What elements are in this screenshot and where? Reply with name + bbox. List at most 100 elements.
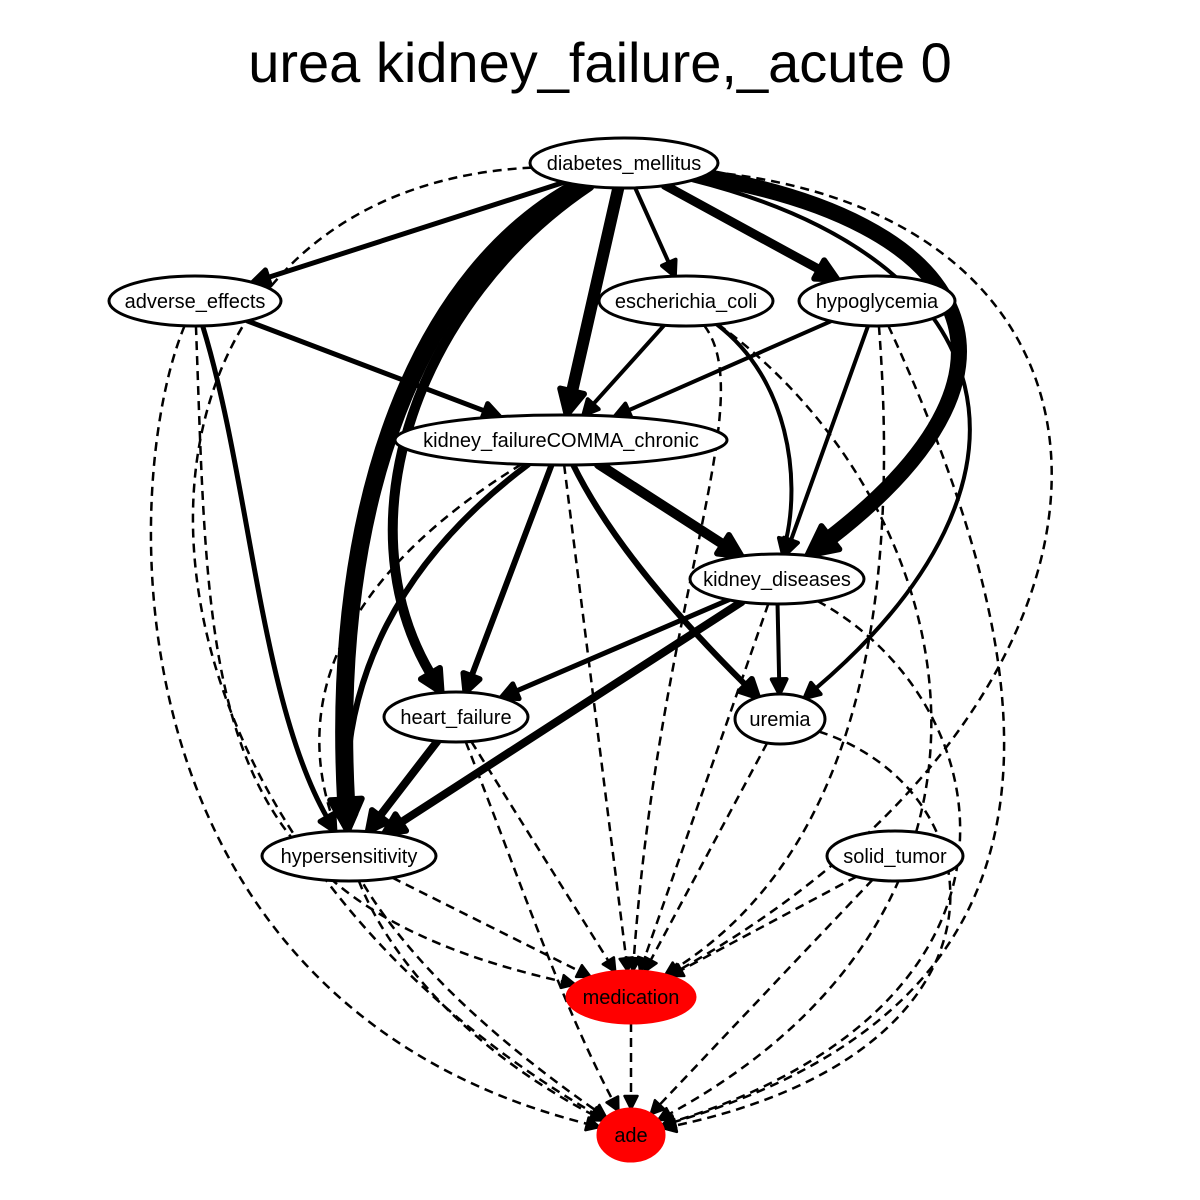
node-kidney-failure-chronic[interactable]: kidney_failureCOMMA_chronic [393,413,729,467]
edge-solid-tumor-to-ade-arrowhead [649,1098,666,1116]
edge-kidney-failure-chronic-to-kidney-diseases-line [593,459,729,550]
edge-escherichia-coli-to-ade-line [668,323,933,1116]
edge-kidney-failure-chronic-to-medication [562,464,634,973]
edge-hypoglycemia-to-kidney-diseases-arrowhead [781,535,800,557]
node-uremia[interactable]: uremia [733,692,827,746]
node-kidney-diseases-label: kidney_diseases [703,569,851,591]
node-hypoglycemia[interactable]: hypoglycemia [797,274,957,328]
edge-solid-tumor-to-ade-line [658,878,874,1106]
edge-solid-tumor-to-medication-arrowhead [668,963,686,978]
edge-escherichia-coli-to-medication-line [632,324,723,959]
edge-kidney-failure-chronic-to-uremia-line [570,461,749,689]
edge-diabetes-mellitus-to-hypersensitivity-line [335,176,591,809]
edge-kidney-failure-chronic-to-kidney-diseases-arrowhead [714,532,745,560]
node-medication[interactable]: medication [565,969,697,1025]
edge-diabetes-mellitus-to-uremia-line [690,178,972,691]
node-adverse-effects-ellipse [107,274,283,328]
edge-kidney-failure-chronic-to-uremia-arrowhead [736,675,761,701]
node-ade-ellipse [596,1107,666,1163]
edge-adverse-effects-to-kidney-failure-chronic [244,318,503,422]
edge-diabetes-mellitus-to-ade-line [191,166,594,1114]
edge-kidney-failure-chronic-to-heart-failure-line [468,461,555,680]
edge-hypoglycemia-to-medication-line [675,325,886,970]
edge-uremia-to-ade [661,730,952,1134]
node-hypersensitivity-label: hypersensitivity [281,846,418,868]
node-medication-label: medication [583,987,680,1009]
edge-heart-failure-to-medication [470,740,617,974]
node-diabetes-mellitus-label: diabetes_mellitus [547,153,702,175]
edge-kidney-diseases-to-heart-failure [498,597,732,702]
edge-kidney-failure-chronic-to-medication-arrowhead [618,956,634,973]
edge-hypoglycemia-to-ade-line [673,325,1006,1124]
edge-hypersensitivity-to-medication-arrowhead [574,963,592,979]
edge-adverse-effects-to-medication [194,325,577,990]
edge-hypersensitivity-to-ade-line [357,880,593,1116]
edge-kidney-failure-chronic-to-heart-failure-arrowhead [460,670,483,696]
edge-adverse-effects-to-kidney-failure-chronic-line [244,318,488,414]
edge-hypoglycemia-to-kidney-diseases [781,323,871,557]
edge-uremia-to-medication-arrowhead [643,955,658,973]
node-uremia-ellipse [733,692,827,746]
edge-kidney-failure-chronic-to-uremia [570,461,761,701]
edge-kidney-failure-chronic-to-heart-failure [460,461,555,696]
edge-heart-failure-to-hypersensitivity [364,737,442,835]
node-heart-failure[interactable]: heart_failure [382,690,530,744]
edge-diabetes-mellitus-to-kidney-failure-chronic-arrowhead [557,385,587,419]
edge-solid-tumor-to-medication-line [680,875,858,972]
node-ade[interactable]: ade [596,1107,666,1163]
node-solid-tumor-ellipse [825,829,965,883]
edge-adverse-effects-to-medication-line [194,325,563,983]
edge-hypoglycemia-to-kidney-failure-chronic [612,319,834,420]
node-escherichia-coli-ellipse [597,274,775,328]
edge-escherichia-coli-to-kidney-failure-chronic [581,323,667,418]
node-hypersensitivity[interactable]: hypersensitivity [260,829,438,883]
node-heart-failure-ellipse [382,690,530,744]
edge-diabetes-mellitus-to-kidney-failure-chronic-line [566,181,625,398]
edge-escherichia-coli-to-kidney-failure-chronic-arrowhead [581,397,601,418]
node-kidney-failure-chronic-label: kidney_failureCOMMA_chronic [423,430,699,452]
node-escherichia-coli-label: escherichia_coli [615,291,757,313]
edge-heart-failure-to-ade [464,741,620,1113]
edge-adverse-effects-to-hypersensitivity-line [200,323,330,820]
edge-diabetes-mellitus-to-uremia [690,178,972,701]
edge-diabetes-mellitus-to-hypoglycemia-arrowhead [811,257,841,283]
node-hypersensitivity-ellipse [260,829,438,883]
node-diabetes-mellitus[interactable]: diabetes_mellitus [528,136,720,190]
edge-kidney-diseases-to-uremia-arrowhead [769,677,789,697]
edge-kidney-diseases-to-heart-failure-arrowhead [498,681,522,702]
edge-kidney-failure-chronic-to-hypersensitivity-arrowhead [335,810,359,835]
graph-title: urea kidney_failure,_acute 0 [248,31,952,94]
edge-diabetes-mellitus-to-kidney-failure-chronic [557,181,625,419]
node-kidney-failure-chronic-ellipse [393,413,729,467]
edge-kidney-diseases-to-heart-failure-line [513,597,732,694]
edge-escherichia-coli-to-kidney-diseases-line [714,322,794,542]
edge-kidney-diseases-to-uremia [769,602,789,697]
edge-hypoglycemia-to-kidney-failure-chronic-line [626,319,834,413]
node-heart-failure-label: heart_failure [400,707,511,729]
edge-uremia-to-ade-arrowhead [661,1117,679,1134]
node-uremia-label: uremia [749,709,811,731]
edge-uremia-to-medication [643,742,769,973]
edge-hypersensitivity-to-medication-line [391,876,580,973]
edge-kidney-failure-chronic-to-kidney-diseases [593,459,745,560]
nodes-layer: diabetes_mellitus adverse_effects escheric… [107,136,965,1163]
node-kidney-diseases[interactable]: kidney_diseases [688,552,866,606]
edge-kidney-diseases-to-uremia-line [775,602,782,682]
edge-diabetes-mellitus-to-escherichia-coli [633,185,678,279]
edge-diabetes-mellitus-to-heart-failure-arrowhead [417,664,445,696]
edge-hypersensitivity-to-medication [391,876,592,979]
edges-layer [149,166,1053,1134]
edge-solid-tumor-to-ade [649,878,874,1116]
edge-diabetes-mellitus-to-hypoglycemia [660,180,841,283]
edge-hypersensitivity-to-ade-arrowhead [587,1107,605,1122]
edge-heart-failure-to-medication-line [470,740,610,962]
edge-medication-to-ade [623,1023,639,1111]
edge-heart-failure-to-hypersensitivity-arrowhead [364,807,391,835]
node-solid-tumor[interactable]: solid_tumor [825,829,965,883]
node-adverse-effects[interactable]: adverse_effects [107,274,283,328]
edge-hypoglycemia-to-kidney-diseases-line [788,323,871,543]
edge-hypersensitivity-to-ade [357,880,605,1122]
node-hypoglycemia-ellipse [797,274,957,328]
node-escherichia-coli[interactable]: escherichia_coli [597,274,775,328]
